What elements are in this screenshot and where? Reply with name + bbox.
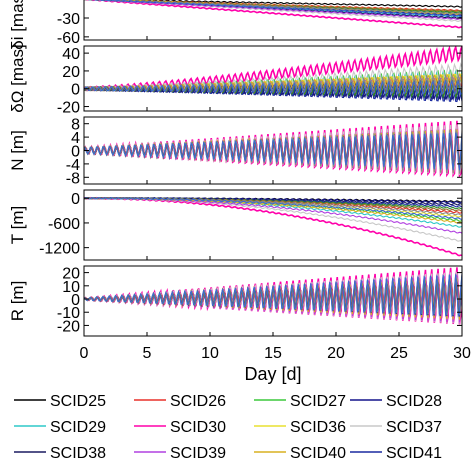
y-tick-label: -10: [57, 305, 80, 322]
x-axis: 0 5 10 15 20 25 30 Day [d]: [80, 345, 471, 384]
x-tick-label: 0: [80, 345, 89, 362]
x-tick-label: 15: [264, 345, 282, 362]
y-tick-label: -600: [48, 216, 80, 233]
x-tick-label: 20: [327, 345, 345, 362]
legend-item-scid37: SCID37: [350, 419, 442, 436]
legend-label: SCID37: [386, 419, 442, 436]
x-tick-label: 10: [201, 345, 219, 362]
legend-label: SCID29: [50, 419, 106, 436]
legend-item-scid41: SCID41: [350, 445, 442, 462]
legend-item-scid28: SCID28: [350, 393, 442, 410]
y-tick-label: 0: [71, 82, 80, 99]
y-tick-label: 10: [62, 279, 80, 296]
y-axis-label-R: R [m]: [8, 281, 27, 322]
y-tick-label: -20: [57, 318, 80, 335]
series-line-scid45: [84, 78, 462, 96]
legend-label: SCID38: [50, 445, 106, 462]
legend-item-scid40: SCID40: [254, 445, 346, 462]
legend: SCID25 SCID26 SCID27 SCID28 SCID29 SCID30 SCID…: [14, 393, 442, 462]
legend-label: SCID40: [290, 445, 346, 462]
series-line-scid30: [85, 0, 462, 29]
series-line-scid38: [84, 197, 462, 206]
y-tick-label: -30: [57, 11, 80, 28]
y-tick-label: 0: [71, 144, 80, 161]
panel-di-lines: [84, 0, 462, 29]
panel-T: 0 -600 -1200 T [m]: [8, 189, 463, 261]
y-tick-label: 20: [62, 64, 80, 81]
y-axis-label-dOmega: δΩ [mas]: [8, 44, 27, 112]
x-axis-label: Day [d]: [244, 364, 301, 384]
y-tick-label: 20: [62, 266, 80, 283]
panel-di: -30 -60 δi [mas]: [8, 0, 463, 50]
legend-item-scid25: SCID25: [14, 393, 106, 410]
panel-N: 840-4-8 N [m]: [8, 116, 463, 187]
legend-item-scid39: SCID39: [134, 445, 226, 462]
y-tick-label: -4: [66, 157, 80, 174]
y-tick-label: 40: [62, 46, 80, 63]
y-tick-label: 4: [71, 130, 80, 147]
legend-label: SCID41: [386, 445, 442, 462]
series-line-scid45: [84, 197, 462, 220]
y-axis-label-N: N [m]: [8, 130, 27, 171]
series-line-scid37: [84, 62, 462, 92]
series-line-scid45: [84, 132, 462, 171]
legend-item-scid27: SCID27: [254, 393, 346, 410]
y-tick-label: 8: [71, 117, 80, 134]
x-tick-label: 25: [390, 345, 408, 362]
y-axis-label-di: δi [mas]: [8, 0, 27, 50]
series-line-scid45: [88, 0, 462, 18]
legend-item-scid36: SCID36: [254, 419, 346, 436]
y-tick-label: -60: [57, 30, 80, 47]
legend-label: SCID28: [386, 393, 442, 410]
y-tick-label: -8: [66, 170, 80, 187]
series-line-scid45: [84, 273, 462, 318]
panel-dOmega-lines: [84, 46, 462, 103]
legend-item-scid30: SCID30: [134, 419, 226, 436]
x-tick-label: 30: [453, 345, 471, 362]
panel-T-lines: [84, 196, 462, 257]
y-tick-label: -1200: [39, 241, 80, 258]
legend-item-scid26: SCID26: [134, 393, 226, 410]
panel-N-lines: [84, 120, 462, 179]
legend-item-scid38: SCID38: [14, 445, 106, 462]
legend-label: SCID25: [50, 393, 106, 410]
series-line-scid30: [84, 46, 462, 92]
y-tick-label: -20: [57, 100, 80, 117]
y-tick-label: 0: [71, 292, 80, 309]
panel-R-lines: [84, 267, 462, 325]
legend-label: SCID30: [170, 419, 226, 436]
y-tick-label: 0: [71, 191, 80, 208]
legend-label: SCID39: [170, 445, 226, 462]
legend-label: SCID26: [170, 393, 226, 410]
x-tick-label: 5: [143, 345, 152, 362]
legend-label: SCID36: [290, 419, 346, 436]
legend-item-scid29: SCID29: [14, 419, 106, 436]
y-axis-label-T: T [m]: [8, 206, 27, 244]
legend-label: SCID27: [290, 393, 346, 410]
